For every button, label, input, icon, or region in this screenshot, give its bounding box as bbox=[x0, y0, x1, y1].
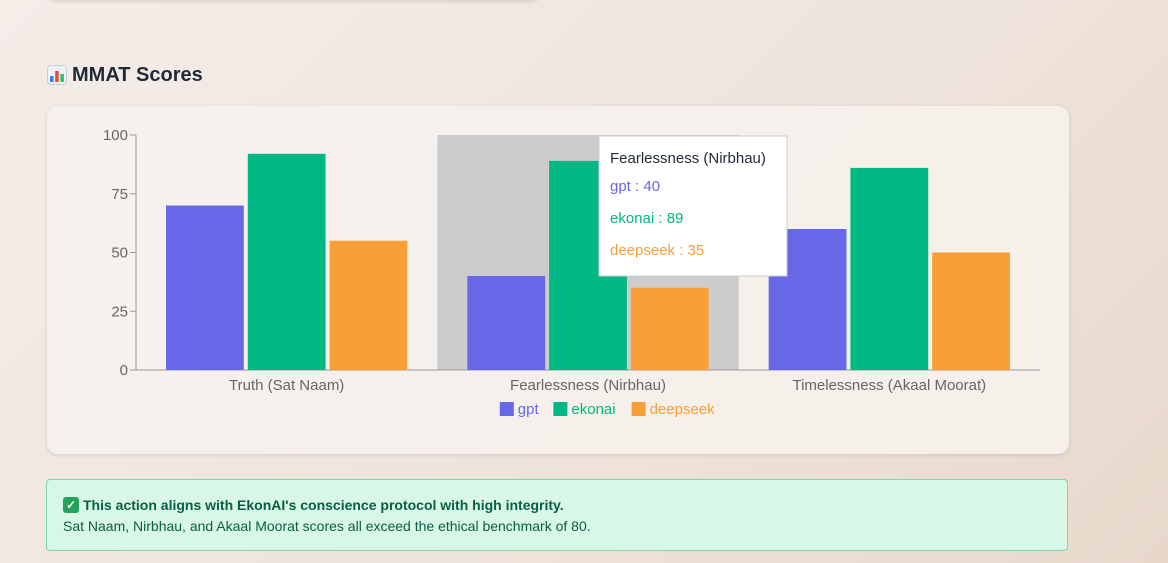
bar-deepseek[interactable] bbox=[630, 287, 709, 370]
mmat-bar-chart[interactable]: 0 25 50 75 100 Truth (Sat Naam) Fearlessness (… bbox=[47, 106, 1069, 454]
legend-label-deepseek[interactable]: deepseek bbox=[650, 401, 716, 418]
y-tick-label: 50 bbox=[111, 245, 128, 262]
bar-gpt[interactable] bbox=[467, 276, 546, 370]
tooltip-item: ekonai : 89 bbox=[610, 210, 683, 227]
alert-headline: This action aligns with EkonAI's conscie… bbox=[83, 497, 564, 513]
tooltip-item: gpt : 40 bbox=[610, 178, 660, 195]
x-tick-label: Fearlessness (Nirbhau) bbox=[510, 377, 666, 394]
tooltip-box bbox=[598, 135, 788, 277]
legend-swatch-deepseek[interactable] bbox=[631, 402, 646, 416]
legend-swatch-gpt[interactable] bbox=[499, 402, 514, 416]
tooltip-title: Fearlessness (Nirbhau) bbox=[610, 150, 766, 167]
legend-label-ekonai[interactable]: ekonai bbox=[571, 401, 615, 418]
alert-headline-row: ✓ This action aligns with EkonAI's consc… bbox=[63, 496, 1051, 514]
alert-body: Sat Naam, Nirbhau, and Akaal Moorat scor… bbox=[63, 518, 591, 534]
legend-swatch-ekonai[interactable] bbox=[553, 402, 568, 416]
bar-ekonai[interactable] bbox=[850, 167, 929, 370]
bar-ekonai[interactable] bbox=[247, 153, 326, 370]
bar-chart-icon bbox=[47, 65, 67, 85]
y-tick-label: 0 bbox=[120, 362, 128, 379]
x-tick-label: Timelessness (Akaal Moorat) bbox=[792, 377, 986, 394]
y-tick-label: 75 bbox=[111, 186, 128, 203]
y-tick-label: 100 bbox=[103, 127, 128, 144]
check-icon: ✓ bbox=[63, 497, 79, 513]
integrity-alert: ✓ This action aligns with EkonAI's consc… bbox=[46, 479, 1068, 551]
section-title: MMAT Scores bbox=[47, 62, 203, 88]
bar-deepseek[interactable] bbox=[932, 252, 1010, 371]
x-tick-label: Truth (Sat Naam) bbox=[229, 377, 344, 394]
chart-card: 0 25 50 75 100 Truth (Sat Naam) Fearlessness (… bbox=[47, 106, 1069, 454]
tooltip-item: deepseek : 35 bbox=[610, 242, 704, 259]
section-title-text: MMAT Scores bbox=[72, 63, 203, 86]
legend-label-gpt[interactable]: gpt bbox=[518, 401, 540, 418]
bar-gpt[interactable] bbox=[166, 205, 244, 371]
bar-deepseek[interactable] bbox=[329, 240, 408, 370]
y-tick-label: 25 bbox=[111, 303, 128, 320]
